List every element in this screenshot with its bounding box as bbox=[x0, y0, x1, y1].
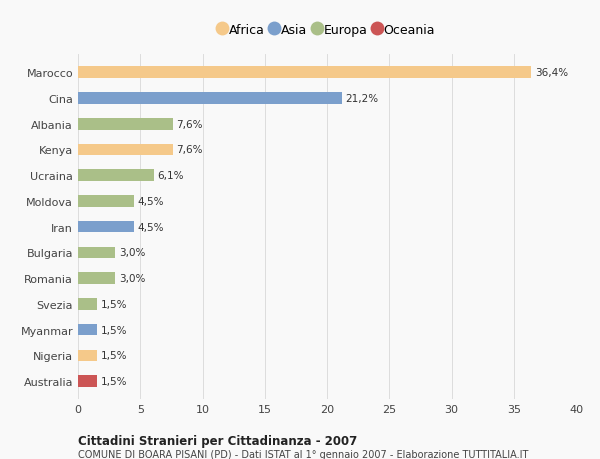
Text: 4,5%: 4,5% bbox=[138, 196, 164, 207]
Text: 7,6%: 7,6% bbox=[176, 145, 203, 155]
Bar bbox=[78, 67, 531, 79]
Text: COMUNE DI BOARA PISANI (PD) - Dati ISTAT al 1° gennaio 2007 - Elaborazione TUTTI: COMUNE DI BOARA PISANI (PD) - Dati ISTAT… bbox=[78, 449, 529, 459]
Text: 1,5%: 1,5% bbox=[100, 325, 127, 335]
Text: 7,6%: 7,6% bbox=[176, 119, 203, 129]
Bar bbox=[78, 375, 97, 387]
Bar bbox=[78, 324, 97, 336]
Bar bbox=[78, 221, 134, 233]
Text: Cittadini Stranieri per Cittadinanza - 2007: Cittadini Stranieri per Cittadinanza - 2… bbox=[78, 434, 357, 447]
Bar bbox=[78, 93, 342, 105]
Bar bbox=[78, 350, 97, 361]
Bar bbox=[78, 247, 115, 259]
Legend: Africa, Asia, Europa, Oceania: Africa, Asia, Europa, Oceania bbox=[215, 20, 439, 40]
Text: 1,5%: 1,5% bbox=[100, 351, 127, 361]
Bar bbox=[78, 196, 134, 207]
Bar bbox=[78, 298, 97, 310]
Text: 3,0%: 3,0% bbox=[119, 274, 145, 284]
Bar bbox=[78, 119, 173, 130]
Bar bbox=[78, 273, 115, 285]
Text: 3,0%: 3,0% bbox=[119, 248, 145, 258]
Text: 1,5%: 1,5% bbox=[100, 376, 127, 386]
Bar bbox=[78, 170, 154, 182]
Bar bbox=[78, 144, 173, 156]
Text: 21,2%: 21,2% bbox=[346, 94, 379, 104]
Text: 1,5%: 1,5% bbox=[100, 299, 127, 309]
Text: 4,5%: 4,5% bbox=[138, 222, 164, 232]
Text: 6,1%: 6,1% bbox=[158, 171, 184, 181]
Text: 36,4%: 36,4% bbox=[535, 68, 568, 78]
